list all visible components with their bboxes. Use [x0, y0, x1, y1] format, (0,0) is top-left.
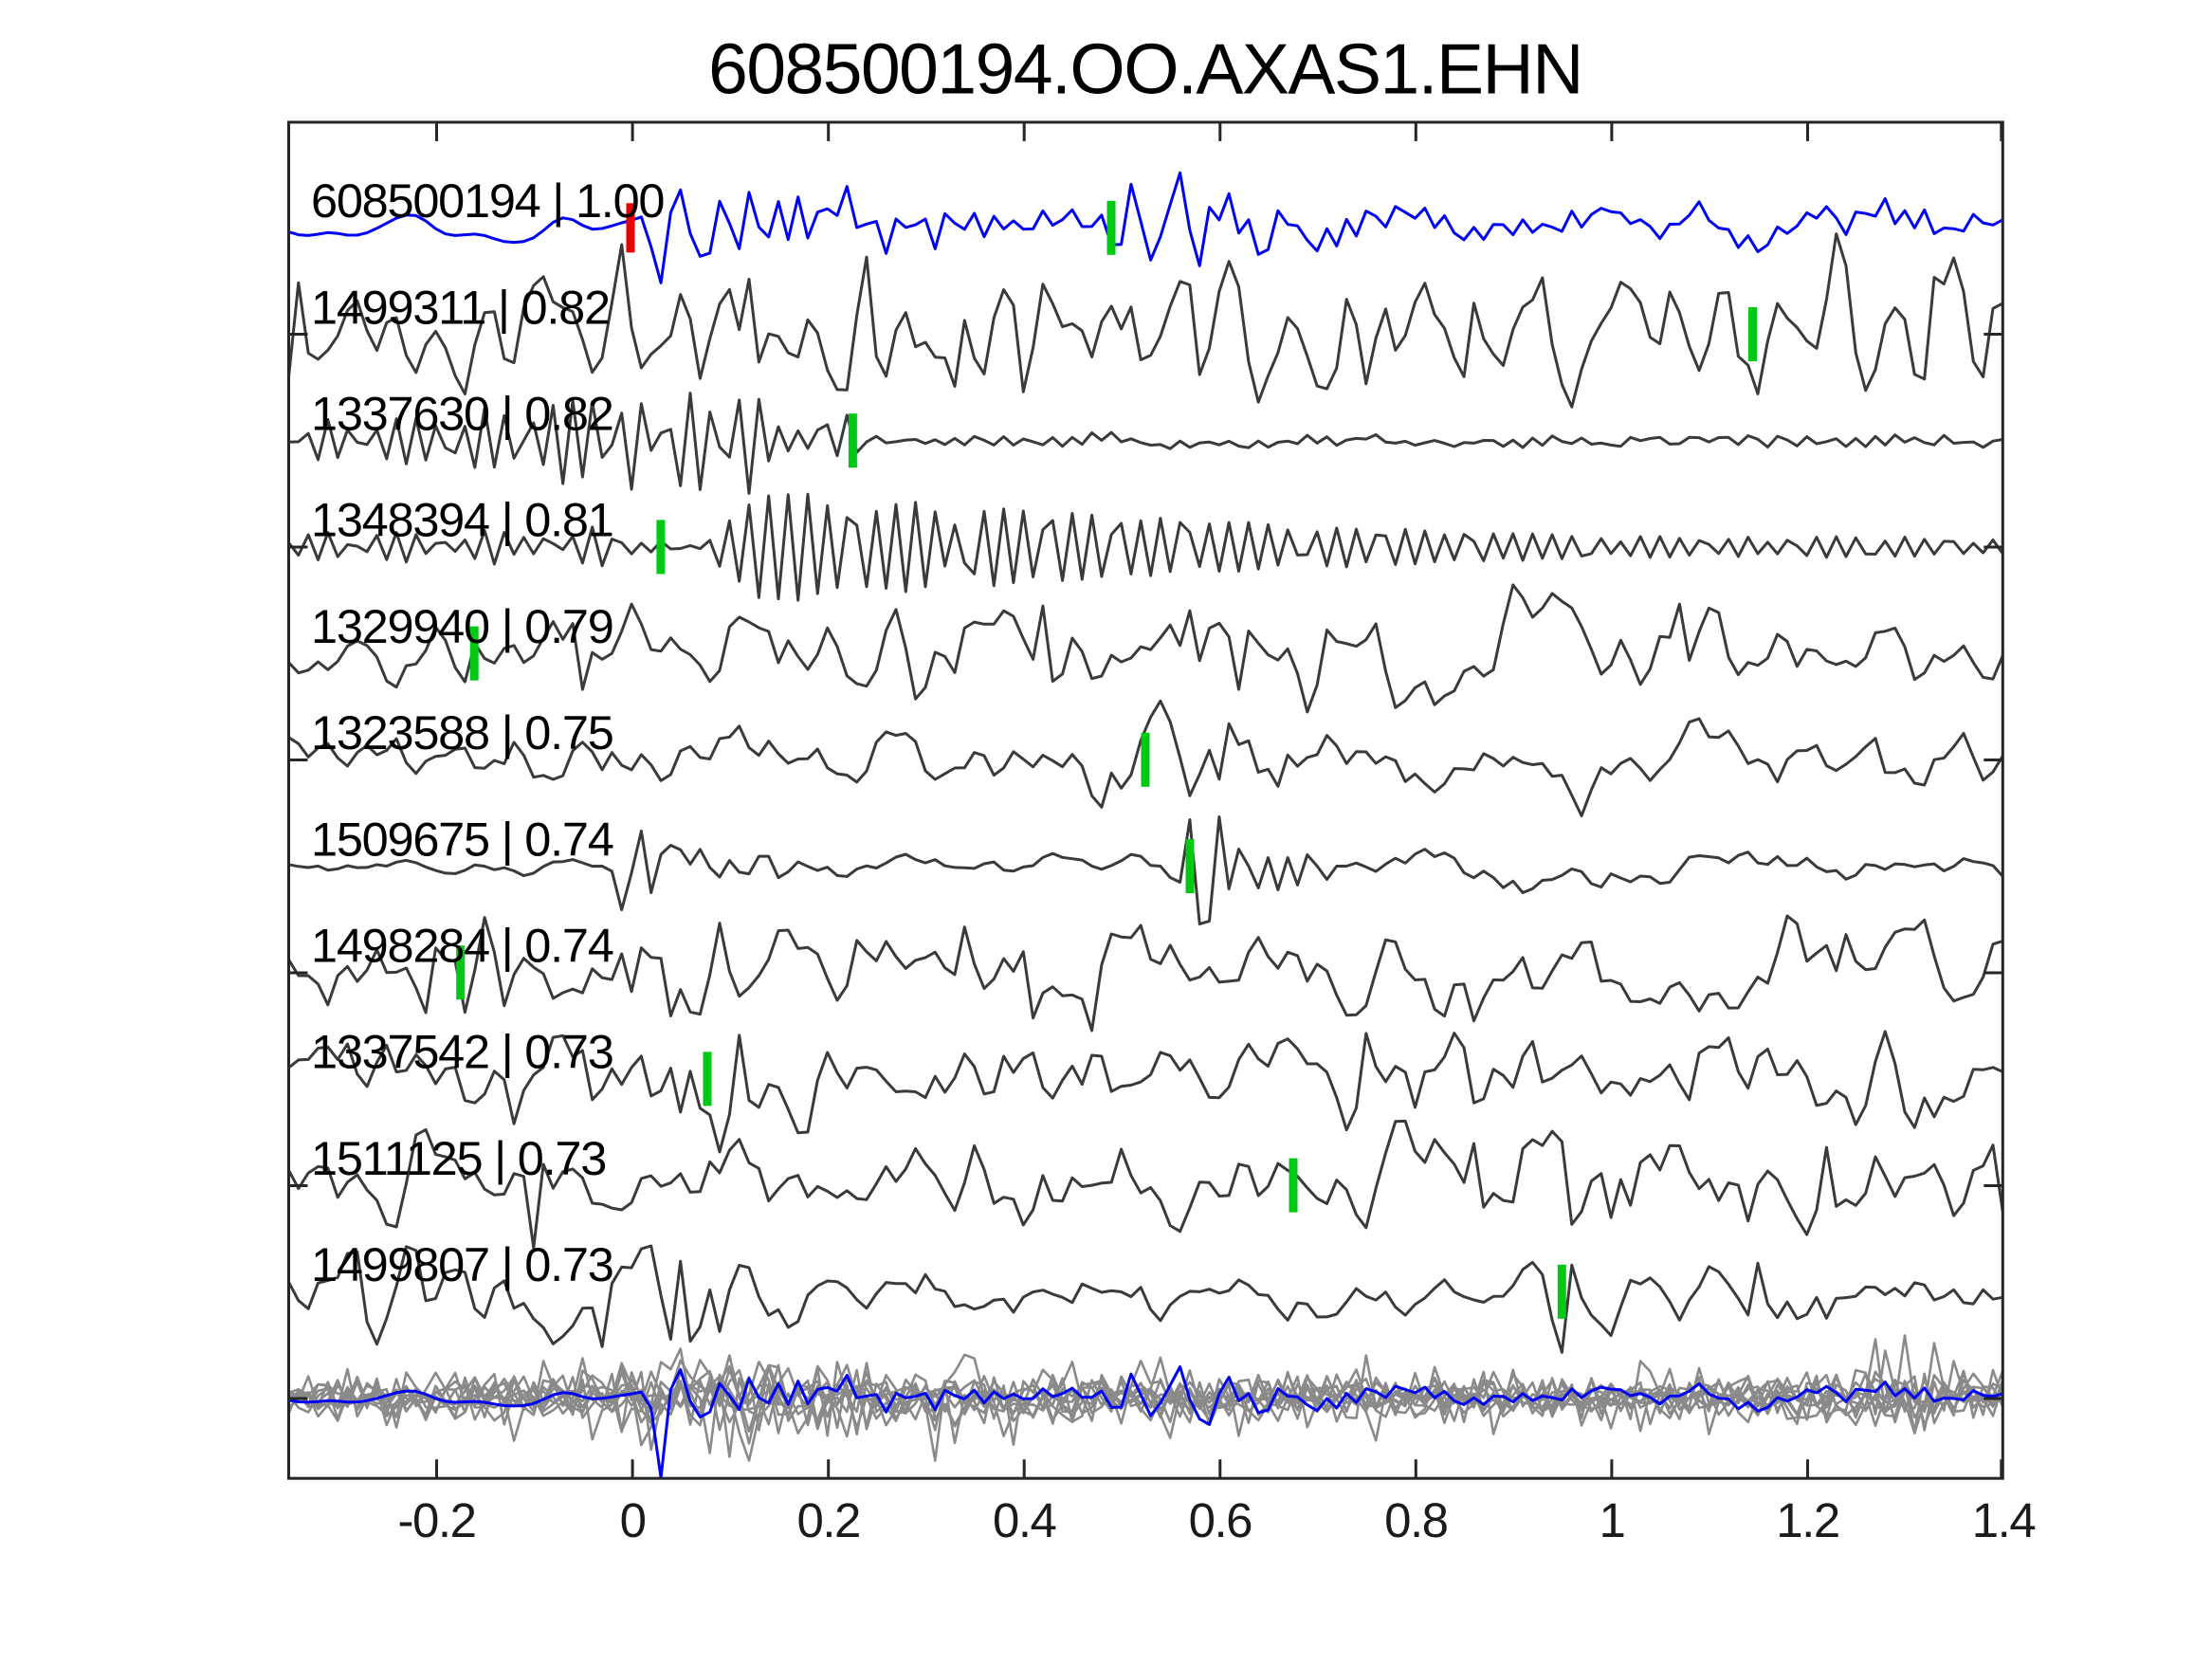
svg-text:0.6: 0.6	[1189, 1493, 1252, 1547]
svg-text:1499311 | 0.82: 1499311 | 0.82	[311, 280, 610, 334]
svg-text:1329940 | 0.79: 1329940 | 0.79	[311, 599, 613, 653]
svg-text:1511125 | 0.73: 1511125 | 0.73	[311, 1131, 606, 1185]
svg-text:0.4: 0.4	[993, 1493, 1056, 1547]
svg-text:1.4: 1.4	[1972, 1493, 2036, 1547]
svg-text:-0.2: -0.2	[398, 1493, 476, 1547]
svg-text:1337630 | 0.82: 1337630 | 0.82	[311, 387, 613, 441]
svg-text:0: 0	[620, 1493, 646, 1547]
svg-text:1509675 | 0.74: 1509675 | 0.74	[311, 812, 613, 866]
svg-text:1348394 | 0.81: 1348394 | 0.81	[311, 493, 613, 547]
svg-text:1337542 | 0.73: 1337542 | 0.73	[311, 1025, 613, 1079]
svg-text:1499807 | 0.73: 1499807 | 0.73	[311, 1237, 613, 1291]
svg-text:1498284 | 0.74: 1498284 | 0.74	[311, 919, 613, 973]
svg-text:1: 1	[1599, 1493, 1624, 1547]
svg-text:608500194 | 1.00: 608500194 | 1.00	[311, 174, 664, 228]
svg-text:0.8: 0.8	[1384, 1493, 1448, 1547]
svg-text:1.2: 1.2	[1776, 1493, 1838, 1547]
svg-text:0.2: 0.2	[796, 1493, 859, 1547]
svg-text:1323588 | 0.75: 1323588 | 0.75	[311, 705, 613, 759]
svg-text:608500194.OO.AXAS1.EHN: 608500194.OO.AXAS1.EHN	[708, 29, 1582, 109]
